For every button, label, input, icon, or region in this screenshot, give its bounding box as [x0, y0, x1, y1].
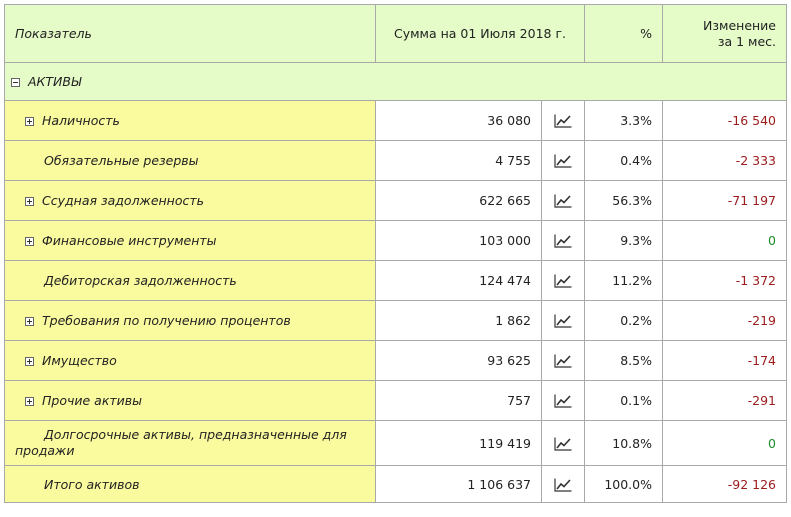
chart-icon-cell[interactable] — [541, 220, 585, 261]
chart-icon-cell[interactable] — [541, 420, 585, 466]
trend-chart-icon[interactable] — [554, 478, 572, 492]
row-name-cell: Требования по получению процентов — [4, 300, 376, 341]
table-row: Требования по получению процентов 1 862 … — [4, 300, 787, 341]
row-percent: 9.3% — [584, 220, 663, 261]
table-row: Долгосрочные активы, предназначенные для… — [4, 420, 787, 466]
row-sum: 119 419 — [375, 420, 542, 466]
section-row-assets[interactable]: АКТИВЫ — [4, 62, 787, 101]
section-label: АКТИВЫ — [28, 74, 82, 89]
row-name-cell: Прочие активы — [4, 380, 376, 421]
table-row: Финансовые инструменты 103 000 9.3% 0 — [4, 220, 787, 261]
chart-icon-cell[interactable] — [541, 380, 585, 421]
row-change: -174 — [662, 340, 787, 381]
row-percent: 0.2% — [584, 300, 663, 341]
row-sum: 36 080 — [375, 100, 542, 141]
balance-table: Показатель Сумма на 01 Июля 2018 г. % Из… — [4, 4, 787, 503]
table-row-total: Итого активов 1 106 637 100.0% -92 126 — [4, 465, 787, 503]
header-change-line2: за 1 мес. — [717, 33, 776, 49]
row-label: Дебиторская задолженность — [44, 273, 237, 288]
trend-chart-icon[interactable] — [554, 274, 572, 288]
row-percent: 10.8% — [584, 420, 663, 466]
row-name-cell: Обязательные резервы — [4, 140, 376, 181]
row-label: Ссудная задолженность — [42, 193, 205, 208]
plus-toggle-icon[interactable] — [25, 197, 34, 206]
row-percent: 0.4% — [584, 140, 663, 181]
row-sum: 93 625 — [375, 340, 542, 381]
chart-icon-cell[interactable] — [541, 300, 585, 341]
row-change: -71 197 — [662, 180, 787, 221]
row-sum: 622 665 — [375, 180, 542, 221]
row-percent: 11.2% — [584, 260, 663, 301]
row-percent: 100.0% — [584, 465, 663, 503]
row-percent: 3.3% — [584, 100, 663, 141]
row-percent: 0.1% — [584, 380, 663, 421]
row-label: Наличность — [42, 113, 120, 128]
row-label: Требования по получению процентов — [42, 313, 291, 328]
row-percent: 8.5% — [584, 340, 663, 381]
table-header-row: Показатель Сумма на 01 Июля 2018 г. % Из… — [4, 4, 787, 63]
trend-chart-icon[interactable] — [554, 314, 572, 328]
row-label: Обязательные резервы — [44, 153, 199, 168]
row-change: -1 372 — [662, 260, 787, 301]
trend-chart-icon[interactable] — [554, 154, 572, 168]
table-row: Наличность 36 080 3.3% -16 540 — [4, 100, 787, 141]
plus-toggle-icon[interactable] — [25, 357, 34, 366]
plus-toggle-icon[interactable] — [25, 317, 34, 326]
row-name-cell: Наличность — [4, 100, 376, 141]
row-change: 0 — [662, 220, 787, 261]
row-sum: 124 474 — [375, 260, 542, 301]
row-label: Финансовые инструменты — [42, 233, 217, 248]
row-sum: 103 000 — [375, 220, 542, 261]
trend-chart-icon[interactable] — [554, 354, 572, 368]
row-name-cell: Ссудная задолженность — [4, 180, 376, 221]
row-sum: 1 862 — [375, 300, 542, 341]
row-label: Долгосрочные активы, предназначенные для… — [15, 427, 347, 458]
plus-toggle-icon[interactable] — [25, 117, 34, 126]
header-change-line1: Изменение — [703, 17, 776, 33]
header-percent[interactable]: % — [584, 4, 663, 63]
header-indicator[interactable]: Показатель — [4, 4, 376, 63]
row-label: Прочие активы — [42, 393, 143, 408]
row-sum: 757 — [375, 380, 542, 421]
row-label: Имущество — [42, 353, 117, 368]
row-label: Итого активов — [44, 476, 140, 492]
row-name-cell: Долгосрочные активы, предназначенные для… — [4, 420, 376, 466]
trend-chart-icon[interactable] — [554, 114, 572, 128]
header-change[interactable]: Изменение за 1 мес. — [662, 4, 787, 63]
row-sum: 4 755 — [375, 140, 542, 181]
row-name-cell: Итого активов — [4, 465, 376, 503]
trend-chart-icon[interactable] — [554, 234, 572, 248]
chart-icon-cell[interactable] — [541, 100, 585, 141]
chart-icon-cell[interactable] — [541, 340, 585, 381]
trend-chart-icon[interactable] — [554, 394, 572, 408]
header-sum[interactable]: Сумма на 01 Июля 2018 г. — [375, 4, 585, 63]
chart-icon-cell[interactable] — [541, 260, 585, 301]
trend-chart-icon[interactable] — [554, 194, 572, 208]
row-sum: 1 106 637 — [375, 465, 542, 503]
row-name-cell: Финансовые инструменты — [4, 220, 376, 261]
table-row: Дебиторская задолженность 124 474 11.2% … — [4, 260, 787, 301]
minus-toggle-icon[interactable] — [11, 78, 20, 87]
table-row: Обязательные резервы 4 755 0.4% -2 333 — [4, 140, 787, 181]
section-cell: АКТИВЫ — [4, 62, 787, 101]
chart-icon-cell[interactable] — [541, 465, 585, 503]
plus-toggle-icon[interactable] — [25, 397, 34, 406]
row-change: -2 333 — [662, 140, 787, 181]
table-row: Ссудная задолженность 622 665 56.3% -71 … — [4, 180, 787, 221]
chart-icon-cell[interactable] — [541, 140, 585, 181]
row-change: -291 — [662, 380, 787, 421]
chart-icon-cell[interactable] — [541, 180, 585, 221]
row-change: 0 — [662, 420, 787, 466]
row-change: -219 — [662, 300, 787, 341]
row-name-cell: Имущество — [4, 340, 376, 381]
row-change: -92 126 — [662, 465, 787, 503]
plus-toggle-icon[interactable] — [25, 237, 34, 246]
table-row: Прочие активы 757 0.1% -291 — [4, 380, 787, 421]
row-percent: 56.3% — [584, 180, 663, 221]
row-change: -16 540 — [662, 100, 787, 141]
row-name-cell: Дебиторская задолженность — [4, 260, 376, 301]
trend-chart-icon[interactable] — [554, 437, 572, 451]
table-row: Имущество 93 625 8.5% -174 — [4, 340, 787, 381]
